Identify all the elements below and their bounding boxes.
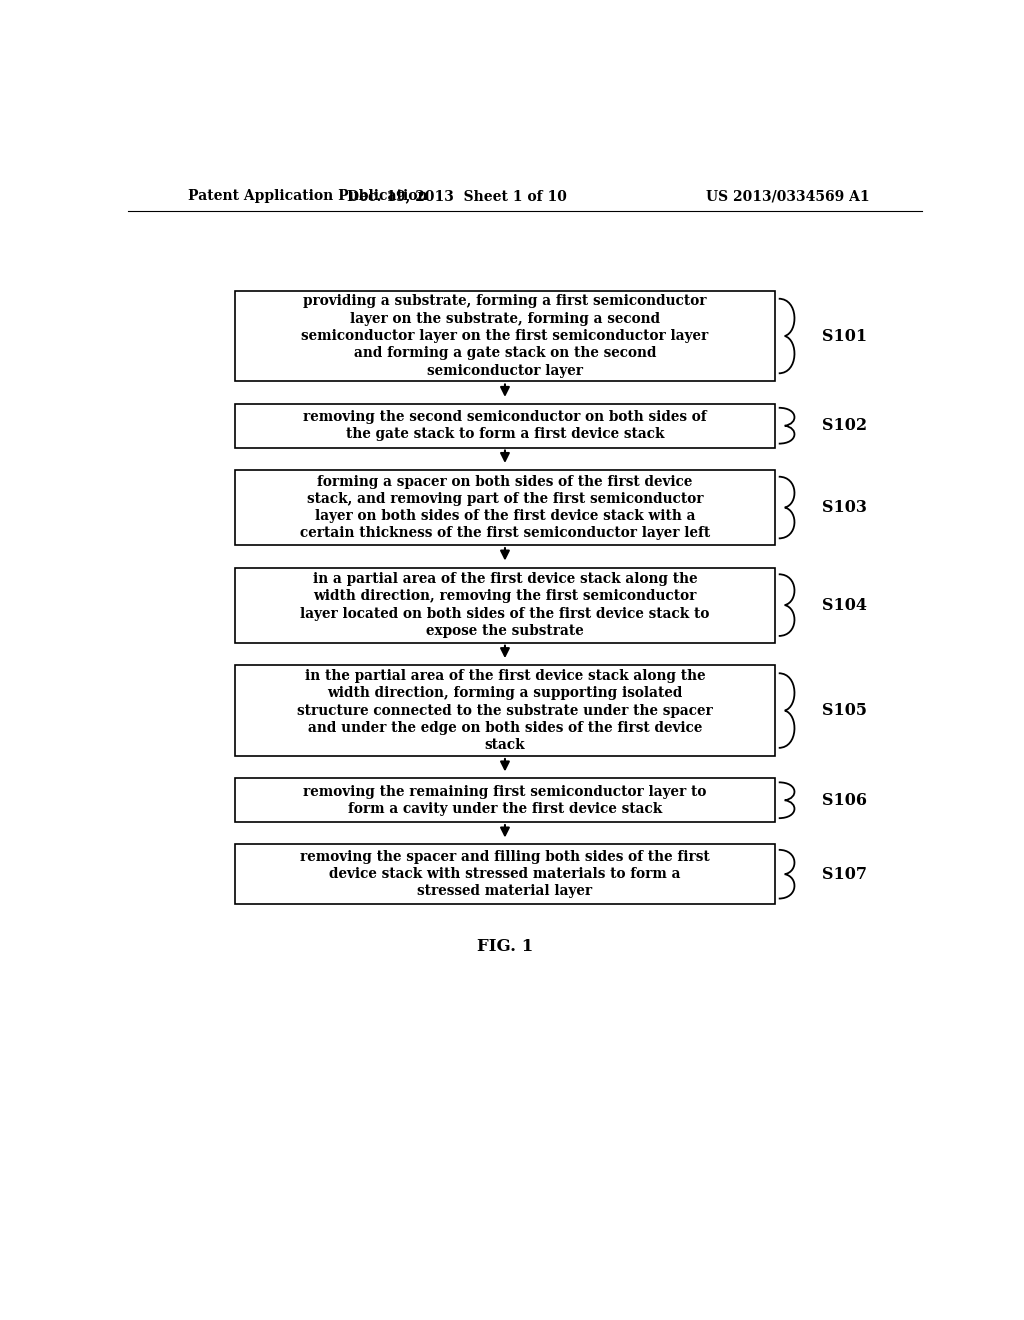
Text: removing the second semiconductor on both sides of
the gate stack to form a firs: removing the second semiconductor on bot…: [303, 411, 707, 441]
Text: S107: S107: [822, 866, 867, 883]
Text: S105: S105: [822, 702, 867, 719]
Text: S101: S101: [822, 327, 867, 345]
Text: S106: S106: [822, 792, 867, 809]
Text: S104: S104: [822, 597, 867, 614]
Text: S103: S103: [822, 499, 867, 516]
Text: providing a substrate, forming a first semiconductor
layer on the substrate, for: providing a substrate, forming a first s…: [301, 294, 709, 378]
FancyBboxPatch shape: [236, 470, 775, 545]
Text: Patent Application Publication: Patent Application Publication: [187, 189, 427, 203]
Text: S102: S102: [822, 417, 867, 434]
Text: removing the spacer and filling both sides of the first
device stack with stress: removing the spacer and filling both sid…: [300, 850, 710, 899]
Text: US 2013/0334569 A1: US 2013/0334569 A1: [707, 189, 870, 203]
Text: removing the remaining first semiconductor layer to
form a cavity under the firs: removing the remaining first semiconduct…: [303, 784, 707, 816]
Text: FIG. 1: FIG. 1: [477, 939, 534, 956]
FancyBboxPatch shape: [236, 290, 775, 381]
Text: in the partial area of the first device stack along the
width direction, forming: in the partial area of the first device …: [297, 669, 713, 752]
FancyBboxPatch shape: [236, 845, 775, 904]
Text: Dec. 19, 2013  Sheet 1 of 10: Dec. 19, 2013 Sheet 1 of 10: [347, 189, 567, 203]
FancyBboxPatch shape: [236, 779, 775, 822]
FancyBboxPatch shape: [236, 568, 775, 643]
FancyBboxPatch shape: [236, 404, 775, 447]
Text: in a partial area of the first device stack along the
width direction, removing : in a partial area of the first device st…: [300, 572, 710, 638]
FancyBboxPatch shape: [236, 665, 775, 756]
Text: forming a spacer on both sides of the first device
stack, and removing part of t: forming a spacer on both sides of the fi…: [300, 475, 710, 540]
